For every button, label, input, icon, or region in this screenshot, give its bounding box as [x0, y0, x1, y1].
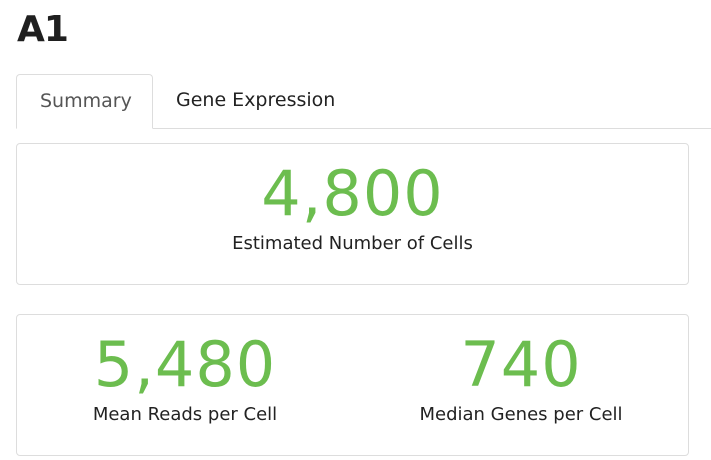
summary-card-reads-genes: 5,480 Mean Reads per Cell 740 Median Gen…	[16, 314, 689, 456]
metric-median-genes: 740 Median Genes per Cell	[353, 329, 689, 427]
tab-bar: Summary Gene Expression	[16, 74, 711, 129]
tab-bar-divider	[16, 128, 711, 129]
metric-label: Median Genes per Cell	[419, 404, 623, 425]
metric-value: 5,480	[93, 328, 277, 401]
page-title: A1	[17, 9, 69, 50]
metric-label: Mean Reads per Cell	[92, 404, 278, 425]
metric-label: Estimated Number of Cells	[232, 233, 473, 254]
summary-card-cells: 4,800 Estimated Number of Cells	[16, 143, 689, 285]
metric-estimated-cells: 4,800 Estimated Number of Cells	[17, 158, 688, 256]
tab-summary[interactable]: Summary	[16, 74, 153, 129]
metric-value: 740	[460, 328, 582, 401]
metric-value: 4,800	[261, 157, 444, 230]
metric-mean-reads: 5,480 Mean Reads per Cell	[17, 329, 353, 427]
tab-gene-expression[interactable]: Gene Expression	[176, 89, 336, 111]
